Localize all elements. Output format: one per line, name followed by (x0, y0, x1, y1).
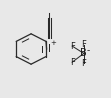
Text: F: F (81, 40, 86, 49)
Text: F: F (81, 59, 86, 68)
Text: I: I (48, 44, 51, 54)
Text: F: F (70, 58, 75, 67)
Text: -: - (86, 46, 90, 55)
Text: F: F (70, 42, 75, 51)
Text: +: + (50, 40, 56, 46)
Text: B: B (80, 48, 87, 58)
